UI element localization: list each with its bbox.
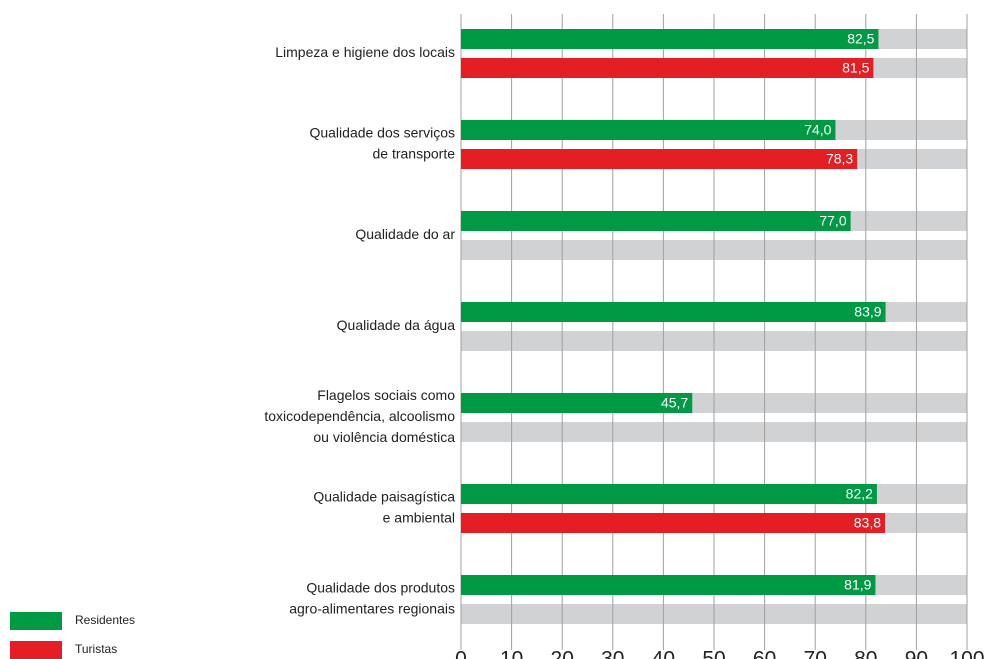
x-tick-label: 0 <box>455 648 467 659</box>
x-tick-label: 30 <box>601 648 624 659</box>
bar <box>461 58 874 78</box>
x-tick-label: 80 <box>854 648 877 659</box>
value-label: 81,5 <box>842 60 869 76</box>
value-label: 78,3 <box>826 151 853 167</box>
bar <box>461 513 886 533</box>
legend-swatch <box>10 641 62 659</box>
x-tick-label: 60 <box>753 648 776 659</box>
x-tick-label: 40 <box>652 648 675 659</box>
legend-label: Residentes <box>75 613 135 627</box>
bar <box>461 211 851 231</box>
bar <box>461 484 877 504</box>
value-label: 82,5 <box>847 31 874 47</box>
x-tick-label: 70 <box>804 648 827 659</box>
x-tick-label: 100 <box>949 648 984 659</box>
value-label: 77,0 <box>819 213 846 229</box>
value-label: 82,2 <box>846 486 873 502</box>
category-label: Qualidade paisagística <box>313 489 455 505</box>
bar <box>461 393 693 413</box>
category-label: Limpeza e higiene dos locais <box>275 44 455 60</box>
x-tick-label: 90 <box>905 648 928 659</box>
category-label: Flagelos sociais como <box>317 387 455 403</box>
bar <box>461 120 836 140</box>
x-tick-label: 10 <box>500 648 523 659</box>
value-label: 81,9 <box>844 577 871 593</box>
bar <box>461 575 876 595</box>
category-label: de transporte <box>373 146 456 162</box>
value-label: 45,7 <box>661 395 688 411</box>
category-label: e ambiental <box>383 510 455 526</box>
category-label: toxicodependência, alcoolismo <box>264 408 455 424</box>
bar <box>461 149 858 169</box>
category-label: Qualidade dos produtos <box>306 580 455 596</box>
category-label: Qualidade do ar <box>355 226 455 242</box>
category-label: ou violência doméstica <box>313 429 455 445</box>
value-label: 83,9 <box>854 304 881 320</box>
x-tick-label: 50 <box>702 648 725 659</box>
value-label: 74,0 <box>804 122 831 138</box>
value-label: 83,8 <box>854 515 881 531</box>
legend-swatch <box>10 612 62 630</box>
category-label: Qualidade da água <box>337 317 456 333</box>
x-tick-label: 20 <box>551 648 574 659</box>
category-label: agro-alimentares regionais <box>289 601 455 617</box>
bar <box>461 29 879 49</box>
category-label: Qualidade dos serviços <box>309 125 455 141</box>
bar <box>461 302 886 322</box>
legend-label: Turistas <box>75 642 117 656</box>
